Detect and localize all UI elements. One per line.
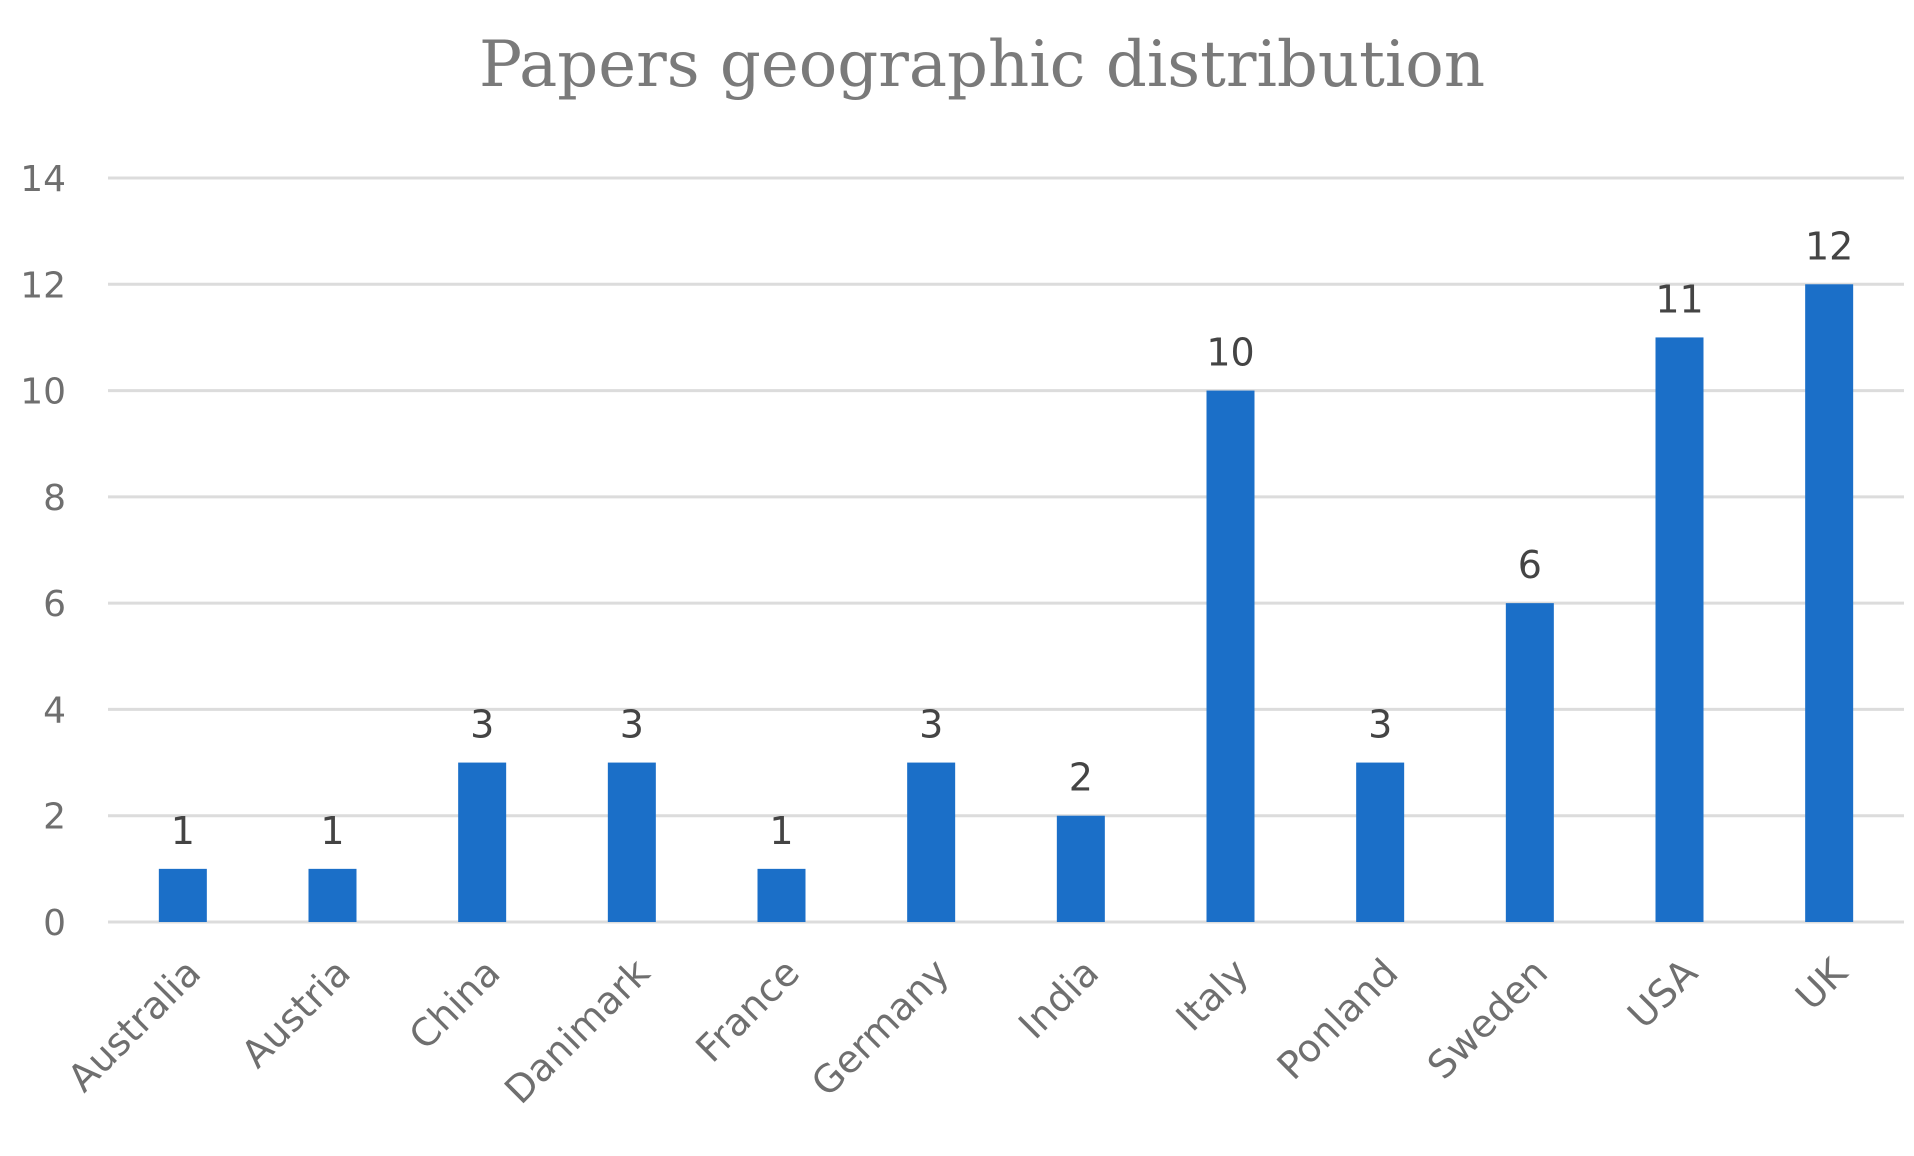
bar-france bbox=[757, 868, 806, 922]
bar-australia bbox=[158, 868, 207, 922]
x-tick-label: Sweden bbox=[1419, 950, 1556, 1087]
y-tick-label: 4 bbox=[43, 690, 66, 731]
x-tick-label: Ponland bbox=[1269, 950, 1407, 1088]
x-tick-label: India bbox=[1010, 950, 1107, 1047]
y-tick-label: 8 bbox=[43, 478, 66, 519]
chart-title: Papers geographic distribution bbox=[479, 28, 1485, 102]
y-tick-label: 6 bbox=[43, 584, 66, 625]
data-label: 3 bbox=[620, 703, 644, 747]
bar-china bbox=[458, 762, 507, 922]
data-label: 2 bbox=[1069, 756, 1093, 800]
data-label: 1 bbox=[171, 809, 195, 853]
data-label: 6 bbox=[1518, 543, 1542, 587]
x-tick-label: Italy bbox=[1167, 950, 1256, 1039]
bar-germany bbox=[907, 762, 956, 922]
y-tick-label: 0 bbox=[43, 903, 66, 944]
data-label: 3 bbox=[470, 703, 494, 747]
data-label: 1 bbox=[769, 809, 793, 853]
gridlines bbox=[108, 176, 1904, 924]
data-label: 12 bbox=[1805, 224, 1853, 268]
bar-danimark bbox=[607, 762, 656, 922]
bar-india bbox=[1056, 815, 1105, 922]
y-tick-label: 2 bbox=[43, 797, 66, 838]
data-label: 1 bbox=[320, 809, 344, 853]
bars bbox=[158, 284, 1854, 923]
y-tick-label: 12 bbox=[20, 265, 66, 306]
data-label: 3 bbox=[1368, 703, 1392, 747]
x-tick-label: Australia bbox=[59, 950, 209, 1100]
x-tick-label: USA bbox=[1619, 950, 1706, 1037]
y-tick-label: 14 bbox=[20, 159, 66, 200]
bar-usa bbox=[1655, 337, 1704, 922]
data-label: 3 bbox=[919, 703, 943, 747]
bar-italy bbox=[1206, 390, 1255, 923]
y-tick-label: 10 bbox=[20, 372, 66, 413]
data-label: 11 bbox=[1655, 277, 1703, 321]
bar-uk bbox=[1805, 284, 1854, 922]
bar-sweden bbox=[1505, 603, 1554, 922]
x-tick-label: UK bbox=[1787, 949, 1856, 1018]
x-tick-label: France bbox=[687, 950, 807, 1070]
bar-austria bbox=[308, 868, 357, 922]
x-tick-label: Austria bbox=[233, 950, 359, 1076]
bar-ponland bbox=[1356, 762, 1405, 922]
y-axis-ticks: 0 2 4 6 8 10 12 14 bbox=[20, 159, 66, 944]
data-label: 10 bbox=[1206, 331, 1254, 375]
x-tick-label: Germany bbox=[803, 950, 958, 1105]
x-tick-label: China bbox=[401, 950, 509, 1058]
x-tick-label: Danimark bbox=[496, 950, 658, 1112]
